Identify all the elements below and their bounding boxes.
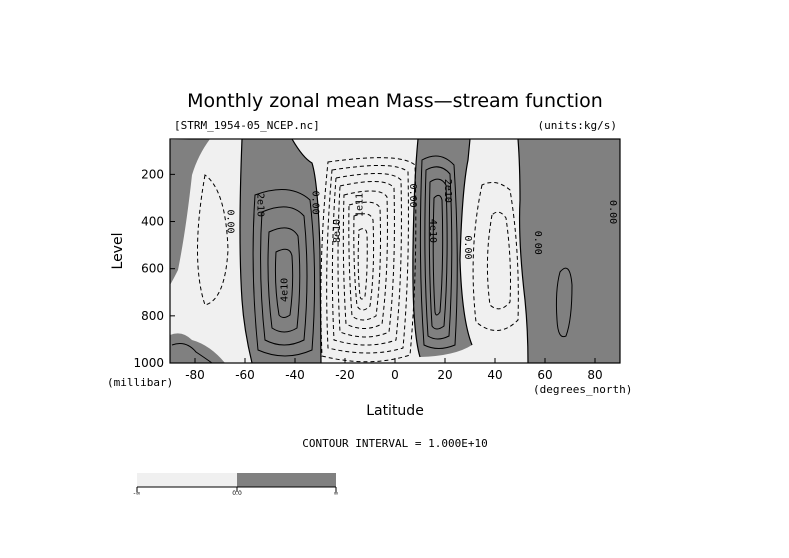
zero-line-1 bbox=[239, 139, 253, 363]
pos-contour-hadley-n-1 bbox=[419, 155, 458, 349]
x-unit-label: (degrees_north) bbox=[533, 383, 632, 396]
y-tick-label: 600 bbox=[141, 262, 164, 276]
contour-label: 0.00 bbox=[407, 184, 418, 208]
contour-label: 0.00 bbox=[532, 231, 543, 255]
y-tick-label: 800 bbox=[141, 309, 164, 323]
y-tick-label: 200 bbox=[141, 167, 164, 181]
zero-line-3 bbox=[412, 139, 421, 358]
contour-label: 0.00 bbox=[225, 209, 236, 233]
positive-region-northern-polar bbox=[518, 139, 620, 363]
positive-region-southern-polar-edge bbox=[170, 139, 210, 285]
y-tick-label: 400 bbox=[141, 215, 164, 229]
pos-contour-hadley-n-2 bbox=[424, 166, 453, 340]
zero-contours bbox=[239, 139, 529, 363]
pos-contour-ferrel-4 bbox=[274, 248, 294, 318]
neg-contour-hadley-2 bbox=[326, 164, 409, 354]
chart-title: Monthly zonal mean Mass—stream function bbox=[187, 90, 603, 112]
contour-label: 1e11 bbox=[355, 193, 366, 217]
negative-contours bbox=[197, 157, 519, 363]
x-axis: -80 -60 -40 -20 0 20 40 60 80 bbox=[185, 358, 603, 382]
pos-contour-ferrel-2 bbox=[260, 206, 308, 346]
x-tick-label: 80 bbox=[587, 368, 602, 382]
contour-label: 2e10 bbox=[442, 179, 453, 203]
x-tick-label: -20 bbox=[335, 368, 355, 382]
x-tick-label: 0 bbox=[391, 368, 399, 382]
x-tick-label: 60 bbox=[537, 368, 552, 382]
neg-contour-southern-polar bbox=[197, 174, 229, 306]
contour-label: 4e10 bbox=[427, 219, 438, 243]
x-tick-label: 20 bbox=[437, 368, 452, 382]
x-tick-label: -40 bbox=[285, 368, 305, 382]
plot-area bbox=[170, 139, 620, 363]
zero-line-4 bbox=[459, 139, 473, 346]
zero-line-5 bbox=[517, 139, 529, 363]
neg-contour-hadley-7 bbox=[353, 213, 375, 311]
positive-region-southern-polar-low bbox=[170, 333, 225, 363]
positive-contours bbox=[171, 155, 573, 363]
colorbar-negative-swatch bbox=[137, 473, 237, 487]
zero-line-2 bbox=[291, 139, 322, 363]
y-tick-label: 1000 bbox=[133, 356, 164, 370]
colorbar-label-max: ∞ bbox=[334, 490, 339, 497]
y-unit-label: (millibar) bbox=[107, 376, 173, 389]
contour-label: 8e10 bbox=[332, 219, 343, 243]
neg-contour-northern-ferrel-1 bbox=[472, 181, 519, 331]
pos-contour-northern-polar bbox=[555, 267, 573, 338]
x-tick-label: 40 bbox=[487, 368, 502, 382]
x-axis-label: Latitude bbox=[366, 403, 424, 419]
contour-label: 2e10 bbox=[255, 193, 266, 217]
pos-contour-ferrel-3 bbox=[267, 227, 301, 333]
x-tick-label: -80 bbox=[185, 368, 205, 382]
units-subtitle: (units:kg/s) bbox=[538, 119, 617, 132]
colorbar-label-zero: 0.0 bbox=[232, 490, 242, 497]
colorbar-label-min: -∞ bbox=[133, 490, 140, 497]
neg-contour-hadley-1 bbox=[320, 157, 417, 363]
x-tick-label: -60 bbox=[235, 368, 255, 382]
y-axis: 200 400 600 800 1000 bbox=[133, 167, 175, 370]
contour-label: 0.00 bbox=[310, 191, 321, 215]
colorbar-positive-swatch bbox=[237, 473, 336, 487]
positive-region-southern-ferrel bbox=[240, 139, 321, 363]
neg-contour-northern-ferrel-2 bbox=[486, 211, 511, 310]
neg-contour-hadley-8 bbox=[357, 228, 368, 300]
contour-label: 0.00 bbox=[462, 235, 473, 259]
colorbar: -∞ 0.0 ∞ bbox=[133, 473, 339, 497]
contour-interval-text: CONTOUR INTERVAL = 1.000E+10 bbox=[302, 437, 487, 450]
pos-contour-hadley-n-3 bbox=[428, 178, 448, 330]
y-axis-label: Level bbox=[110, 233, 126, 270]
neg-contour-hadley-3 bbox=[331, 172, 402, 346]
neg-contour-hadley-6 bbox=[348, 201, 381, 321]
pos-contour-hadley-n-4 bbox=[432, 194, 444, 316]
contour-labels: 0.00 2e10 4e10 0.00 8e10 1e11 0.00 4e10 2e10 0.00… bbox=[225, 179, 619, 302]
contour-label: 4e10 bbox=[280, 278, 291, 302]
contour-label: 0.00 bbox=[607, 200, 618, 224]
pos-contour-ferrel-1 bbox=[252, 189, 316, 357]
file-subtitle: [STRM_1954-05_NCEP.nc] bbox=[174, 119, 320, 132]
pos-contour-southern-polar bbox=[171, 343, 213, 363]
